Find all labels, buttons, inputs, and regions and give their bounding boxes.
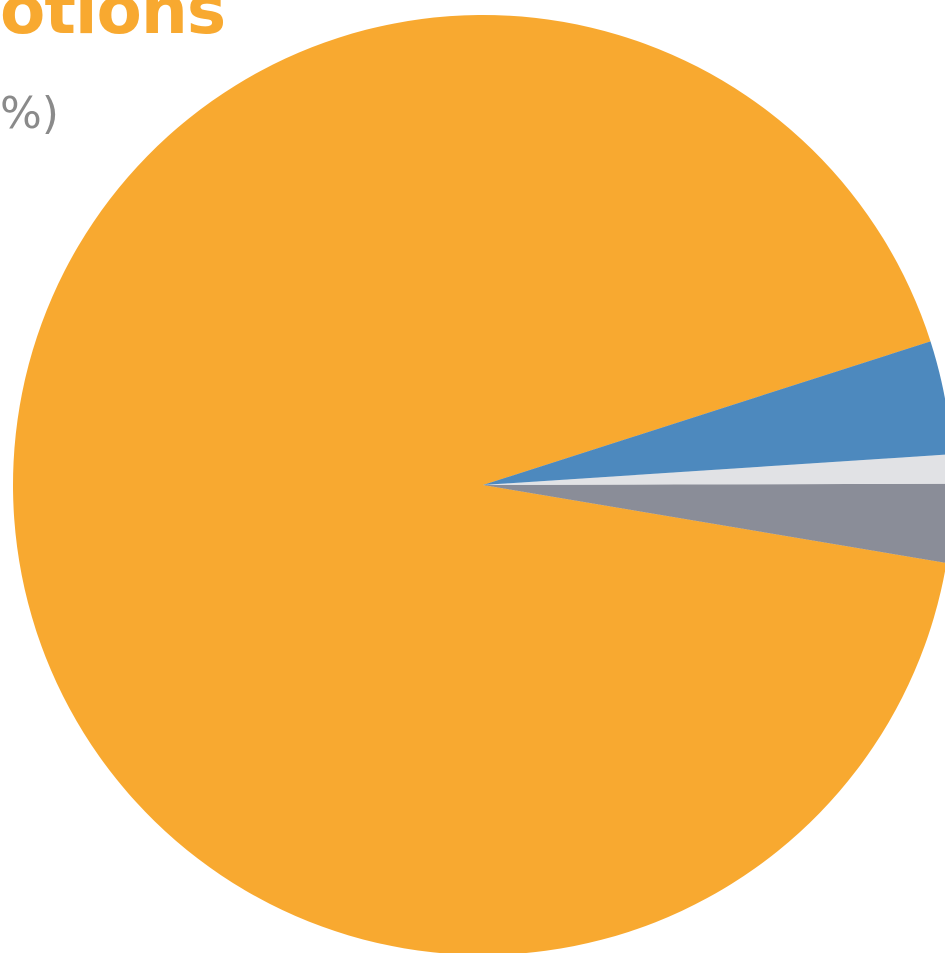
pie-slice-1 [13, 14, 945, 953]
pie-slice-2 [483, 483, 945, 563]
pie-slices [13, 14, 945, 953]
chart-title: otions [0, 0, 226, 49]
pie-slice-4 [483, 341, 945, 485]
chart-subtitle: %) [0, 88, 59, 139]
